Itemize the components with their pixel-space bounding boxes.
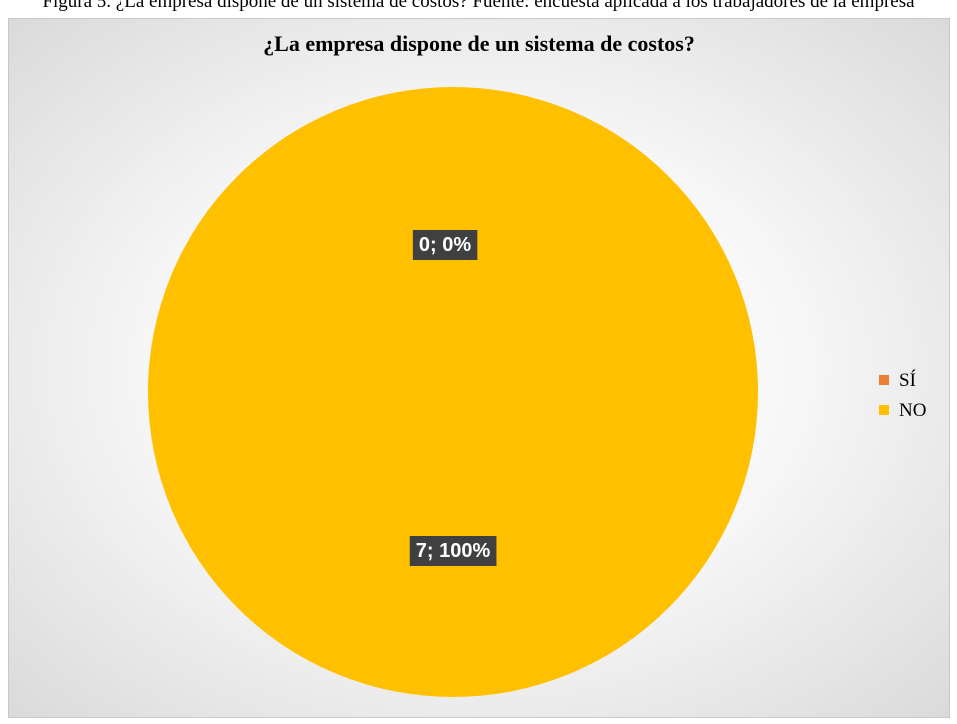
legend-swatch-si [879, 375, 889, 385]
chart-title: ¿La empresa dispone de un sistema de cos… [263, 31, 695, 56]
legend-label-no: NO [899, 399, 927, 421]
pie-chart: 0; 0% 7; 100% [148, 87, 758, 697]
svg-text:7; 100%: 7; 100% [416, 540, 491, 562]
data-label-no: 7; 100% [409, 536, 497, 566]
chart-legend: SÍ NO [879, 365, 926, 425]
data-label-si: 0; 0% [412, 230, 478, 260]
legend-item-si: SÍ [879, 365, 926, 395]
legend-item-no: NO [879, 395, 926, 425]
chart-area: ¿La empresa dispone de un sistema de cos… [8, 18, 950, 718]
legend-label-si: SÍ [899, 369, 916, 391]
pie-slices [148, 87, 758, 697]
svg-text:0; 0%: 0; 0% [419, 234, 471, 256]
legend-swatch-no [879, 405, 889, 415]
pie-slice-no [148, 87, 758, 697]
figure-caption: Figura 5. ¿La empresa dispone de un sist… [42, 0, 915, 12]
pie-data-labels: 0; 0% 7; 100% [409, 230, 497, 566]
